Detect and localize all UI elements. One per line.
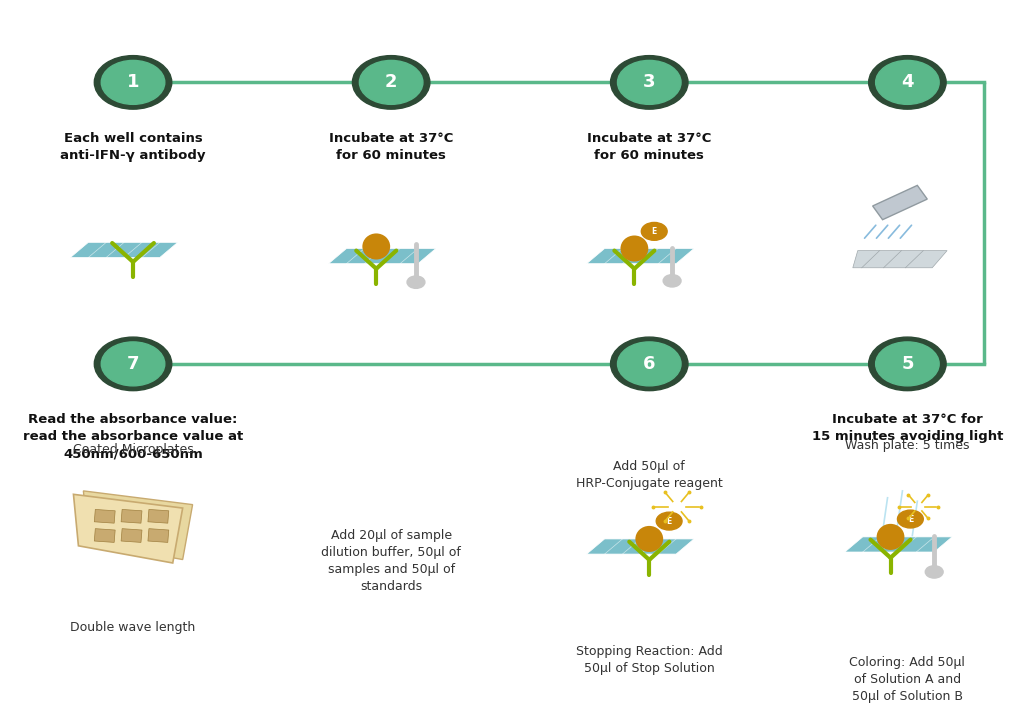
- Text: Add 20μl of sample
dilution buffer, 50μl of
samples and 50μl of
standards: Add 20μl of sample dilution buffer, 50μl…: [322, 529, 461, 593]
- Ellipse shape: [621, 235, 648, 262]
- Circle shape: [868, 337, 946, 391]
- Circle shape: [926, 566, 943, 578]
- Text: E: E: [667, 517, 672, 525]
- Text: 7: 7: [127, 355, 139, 373]
- Circle shape: [617, 342, 681, 386]
- Circle shape: [876, 60, 939, 104]
- Circle shape: [359, 60, 423, 104]
- Text: 5: 5: [901, 355, 913, 373]
- Circle shape: [610, 55, 688, 109]
- Text: Incubate at 37°C
for 60 minutes: Incubate at 37°C for 60 minutes: [587, 132, 712, 162]
- Circle shape: [407, 276, 425, 289]
- Circle shape: [868, 55, 946, 109]
- Circle shape: [94, 337, 172, 391]
- Text: 4: 4: [901, 74, 913, 91]
- Polygon shape: [329, 249, 436, 264]
- Polygon shape: [71, 242, 178, 257]
- Polygon shape: [587, 539, 694, 554]
- Text: Read the absorbance value:
read the absorbance value at
450nm/600-650nm: Read the absorbance value: read the abso…: [23, 413, 243, 460]
- Text: E: E: [651, 227, 656, 236]
- Polygon shape: [121, 529, 142, 542]
- Text: 3: 3: [643, 74, 655, 91]
- Circle shape: [641, 223, 668, 240]
- Circle shape: [352, 55, 430, 109]
- Text: Double wave length: Double wave length: [71, 621, 196, 635]
- Polygon shape: [83, 491, 193, 559]
- Polygon shape: [147, 529, 169, 542]
- Circle shape: [876, 342, 939, 386]
- Text: Add 50μl of
HRP-Conjugate reagent: Add 50μl of HRP-Conjugate reagent: [575, 460, 723, 490]
- Ellipse shape: [362, 233, 390, 259]
- Polygon shape: [853, 250, 947, 268]
- Circle shape: [617, 60, 681, 104]
- Text: Coated Microplates: Coated Microplates: [73, 443, 194, 456]
- Ellipse shape: [877, 524, 904, 550]
- Circle shape: [610, 337, 688, 391]
- Text: Wash plate: 5 times: Wash plate: 5 times: [845, 440, 970, 452]
- Circle shape: [656, 512, 682, 530]
- Polygon shape: [147, 510, 169, 523]
- Polygon shape: [872, 185, 928, 220]
- Polygon shape: [74, 494, 182, 563]
- Text: Stopping Reaction: Add
50μl of Stop Solution: Stopping Reaction: Add 50μl of Stop Solu…: [575, 645, 723, 676]
- Circle shape: [897, 510, 924, 528]
- Text: E: E: [907, 515, 913, 523]
- Text: Coloring: Add 50μl
of Solution A and
50μl of Solution B: Coloring: Add 50μl of Solution A and 50μ…: [850, 656, 966, 703]
- Polygon shape: [587, 249, 694, 264]
- Polygon shape: [845, 537, 952, 552]
- Polygon shape: [94, 529, 115, 542]
- Text: Incubate at 37°C for
15 minutes avoiding light: Incubate at 37°C for 15 minutes avoiding…: [812, 413, 1004, 443]
- Polygon shape: [121, 510, 142, 523]
- Circle shape: [664, 274, 681, 287]
- Circle shape: [101, 60, 165, 104]
- Circle shape: [101, 342, 165, 386]
- Circle shape: [94, 55, 172, 109]
- Text: 6: 6: [643, 355, 655, 373]
- Text: 1: 1: [127, 74, 139, 91]
- Polygon shape: [94, 510, 115, 523]
- Text: Each well contains
anti-IFN-γ antibody: Each well contains anti-IFN-γ antibody: [60, 132, 206, 162]
- Text: 2: 2: [385, 74, 397, 91]
- Text: Incubate at 37°C
for 60 minutes: Incubate at 37°C for 60 minutes: [329, 132, 454, 162]
- Ellipse shape: [635, 526, 664, 552]
